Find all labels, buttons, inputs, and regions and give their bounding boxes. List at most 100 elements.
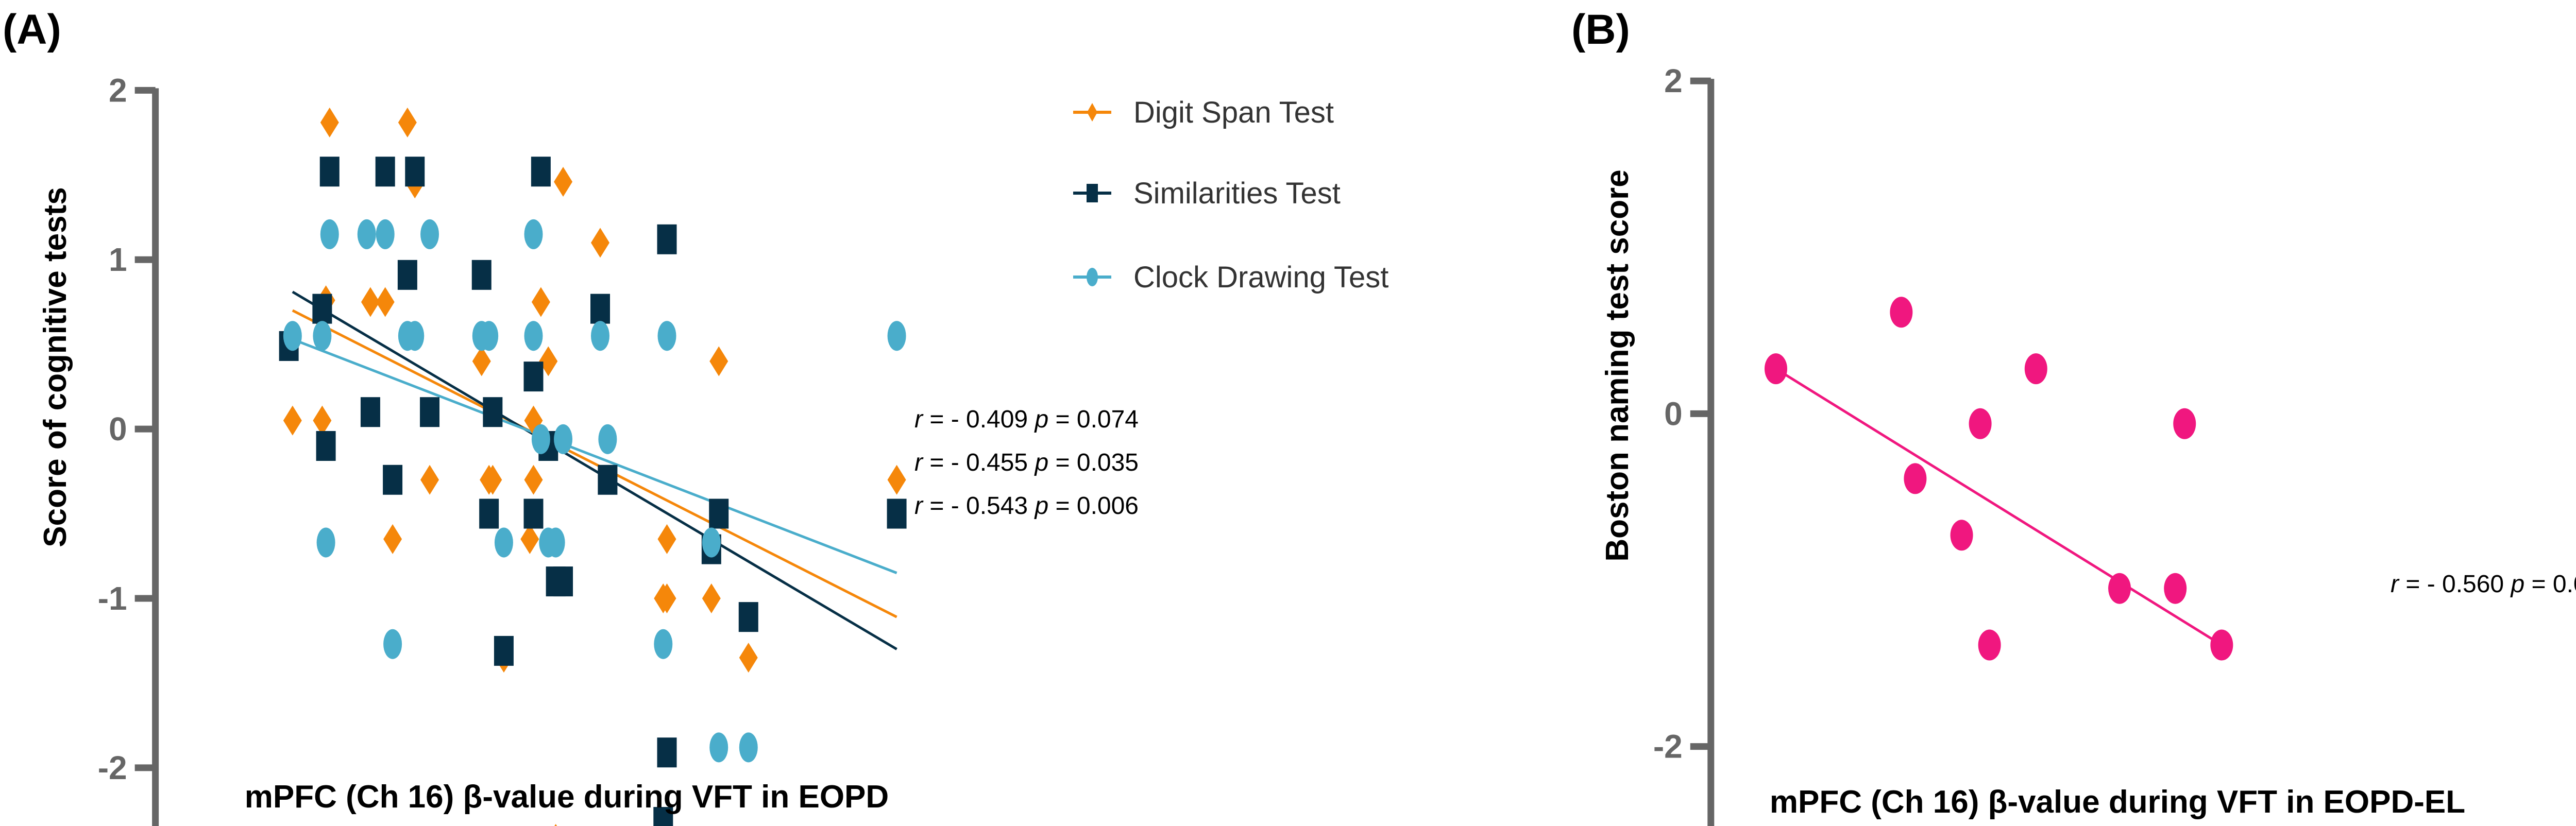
- panel-a: (A) 210-1-2-3-0.10-0.050.000.050.100.15 …: [3, 6, 1388, 826]
- data-point-clock-drawing-test: [524, 321, 543, 351]
- data-point-digit-span-test: [554, 823, 557, 826]
- data-point-clock-drawing-test: [590, 321, 609, 351]
- panel-a-legend: Digit Span Test Similarities Test Clock Dr…: [1073, 96, 1388, 294]
- data-point-similarities-test: [375, 157, 395, 187]
- data-point-similarities-test: [553, 566, 573, 597]
- data-point-digit-span-test: [702, 583, 721, 613]
- data-point-clock-drawing-test: [480, 321, 499, 351]
- y-tick-label: 2: [109, 72, 127, 109]
- data-point-digit-span-test: [472, 346, 491, 376]
- data-point-clock-drawing-test: [709, 732, 728, 763]
- data-point-digit-span-test: [376, 287, 395, 317]
- data-point-digit-span-test: [383, 524, 402, 554]
- legend-label: Digit Span Test: [1133, 96, 1334, 129]
- y-tick-label: -2: [98, 749, 127, 786]
- data-point-digit-span-test: [520, 524, 539, 554]
- data-point-boston-naming-test: [2164, 573, 2187, 604]
- panel-a-annotations: r = - 0.409 p = 0.074 r = - 0.455 p = 0.0…: [914, 406, 1139, 520]
- data-point-clock-drawing-test: [316, 527, 335, 558]
- data-point-clock-drawing-test: [405, 321, 425, 351]
- data-point-clock-drawing-test: [598, 424, 617, 454]
- data-point-boston-naming-test: [2173, 408, 2196, 439]
- data-point-similarities-test: [657, 224, 677, 254]
- data-point-similarities-test: [420, 397, 440, 427]
- data-point-clock-drawing-test: [546, 527, 565, 558]
- data-point-similarities-test: [653, 807, 673, 826]
- y-tick-label: 0: [109, 410, 127, 448]
- data-point-clock-drawing-test: [376, 219, 395, 249]
- panel-a-points: [279, 107, 907, 826]
- data-point-boston-naming-test: [2210, 629, 2233, 661]
- data-point-clock-drawing-test: [531, 424, 550, 454]
- data-point-digit-span-test: [709, 346, 728, 376]
- y-tick-label: -1: [98, 580, 127, 617]
- legend-label: Clock Drawing Test: [1133, 261, 1388, 294]
- correlation-annotation: r = - 0.409 p = 0.074: [914, 406, 1139, 433]
- data-point-digit-span-test: [398, 107, 417, 137]
- data-point-digit-span-test: [361, 287, 380, 317]
- data-point-similarities-test: [494, 635, 514, 666]
- data-point-digit-span-test: [739, 643, 758, 673]
- data-point-similarities-test: [316, 431, 336, 461]
- data-point-digit-span-test: [483, 464, 502, 495]
- legend-square-icon: [1087, 184, 1098, 202]
- data-point-digit-span-test: [590, 228, 609, 258]
- data-point-digit-span-test: [524, 464, 543, 495]
- data-point-similarities-test: [360, 397, 380, 427]
- data-point-digit-span-test: [313, 405, 332, 436]
- data-point-clock-drawing-test: [739, 732, 758, 763]
- y-tick-label: 1: [109, 241, 127, 278]
- data-point-boston-naming-test: [1978, 629, 2001, 661]
- data-point-clock-drawing-test: [887, 321, 906, 351]
- legend-label: Similarities Test: [1133, 177, 1341, 210]
- data-point-similarities-test: [471, 260, 492, 290]
- data-point-similarities-test: [531, 157, 551, 187]
- data-point-similarities-test: [709, 498, 729, 529]
- panel-b-points: [1764, 297, 2233, 661]
- data-point-clock-drawing-test: [320, 219, 339, 249]
- data-point-similarities-test: [383, 464, 403, 495]
- data-point-boston-naming-test: [1764, 353, 1787, 385]
- panel-b: (B) 20-2-0.050.000.050.100.15 Boston nam…: [1571, 6, 2576, 826]
- data-point-clock-drawing-test: [654, 629, 673, 659]
- data-point-digit-span-test: [887, 464, 906, 495]
- panel-label-b: (B): [1571, 6, 1630, 53]
- data-point-clock-drawing-test: [702, 527, 721, 558]
- data-point-boston-naming-test: [1969, 408, 1992, 439]
- legend-diamond-icon: [1087, 103, 1097, 122]
- panel-b-x-axis-title: mPFC (Ch 16) β-value during VFT in EOPD-…: [1770, 784, 2465, 820]
- data-point-digit-span-test: [283, 405, 302, 436]
- y-tick-label: -2: [1653, 728, 1683, 765]
- data-point-similarities-test: [319, 157, 340, 187]
- fit-line-digit-span-test: [292, 309, 897, 618]
- data-point-clock-drawing-test: [494, 527, 513, 558]
- data-point-boston-naming-test: [1890, 297, 1913, 328]
- data-point-similarities-test: [483, 397, 503, 427]
- data-point-boston-naming-test: [1904, 463, 1927, 494]
- panel-label-a: (A): [3, 6, 61, 53]
- data-point-digit-span-test: [320, 107, 339, 137]
- data-point-clock-drawing-test: [313, 321, 332, 351]
- data-point-digit-span-test: [554, 166, 573, 197]
- data-point-boston-naming-test: [2108, 573, 2131, 604]
- panel-b-fit-lines: [1775, 368, 2223, 646]
- fit-line-clock-drawing-test: [292, 338, 897, 574]
- data-point-clock-drawing-test: [524, 219, 543, 249]
- fit-line-similarities-test: [292, 290, 897, 650]
- data-point-digit-span-test: [420, 464, 439, 495]
- data-point-similarities-test: [590, 294, 610, 324]
- data-point-digit-span-test: [531, 287, 550, 317]
- data-point-similarities-test: [657, 737, 677, 768]
- data-point-similarities-test: [405, 157, 425, 187]
- data-point-similarities-test: [887, 498, 907, 529]
- data-point-clock-drawing-test: [383, 629, 402, 659]
- data-point-similarities-test: [312, 294, 332, 324]
- data-point-clock-drawing-test: [357, 219, 376, 249]
- data-point-clock-drawing-test: [420, 219, 439, 249]
- panel-b-y-axis-title: Boston naming test score: [1600, 169, 1635, 561]
- panel-a-fit-lines: [292, 290, 897, 650]
- data-point-similarities-test: [397, 260, 417, 290]
- panel-b-axes: 20-2-0.050.000.050.100.15: [1653, 62, 1715, 826]
- data-point-similarities-test: [523, 362, 544, 392]
